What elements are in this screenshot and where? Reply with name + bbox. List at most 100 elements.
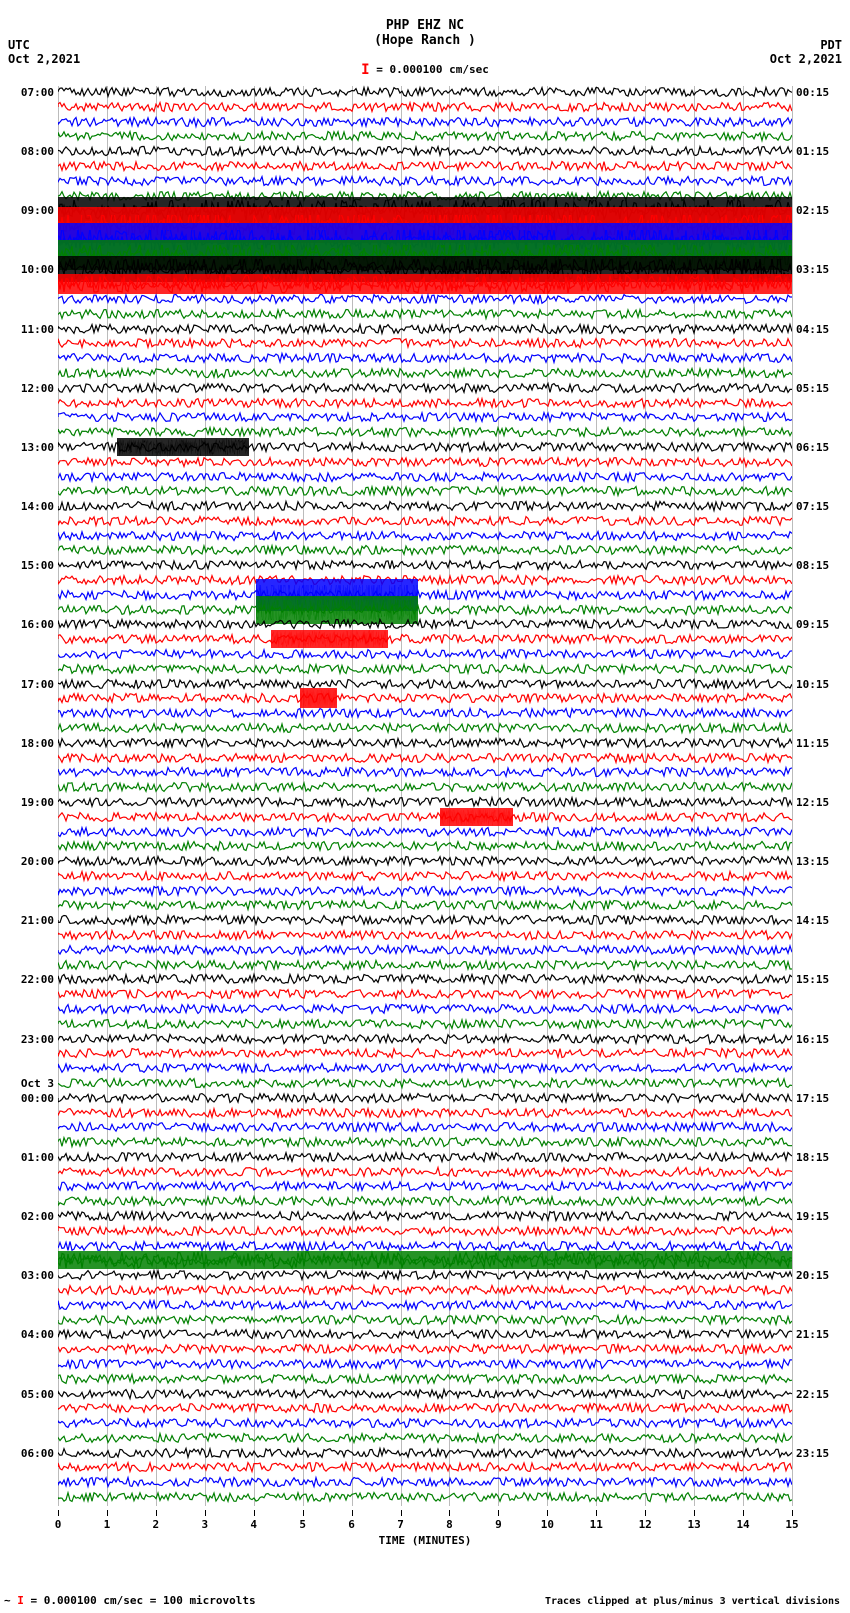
x-tick-label: 3 (201, 1518, 208, 1531)
pdt-time-label: 12:15 (796, 796, 840, 809)
x-axis-label: TIME (MINUTES) (58, 1534, 792, 1547)
x-tick (547, 1510, 548, 1516)
scale-text: = 0.000100 cm/sec (370, 63, 489, 76)
x-tick (498, 1510, 499, 1516)
utc-time-label: 01:00 (10, 1151, 54, 1164)
pdt-time-label: 23:15 (796, 1447, 840, 1460)
utc-time-label: 20:00 (10, 855, 54, 868)
pdt-time-label: 08:15 (796, 559, 840, 572)
helicorder-plot: 07:0000:1508:0001:1509:0002:1510:0003:15… (58, 86, 792, 1506)
x-tick-label: 15 (785, 1518, 798, 1531)
x-axis: TIME (MINUTES) 0123456789101112131415 (58, 1510, 792, 1550)
pdt-time-label: 15:15 (796, 973, 840, 986)
pdt-time-label: 07:15 (796, 500, 840, 513)
x-tick (401, 1510, 402, 1516)
pdt-time-label: 20:15 (796, 1269, 840, 1282)
pdt-time-label: 19:15 (796, 1210, 840, 1223)
footer-scale-text: = 0.000100 cm/sec = 100 microvolts (24, 1594, 256, 1607)
utc-time-label: 14:00 (10, 500, 54, 513)
utc-time-label: 10:00 (10, 263, 54, 276)
utc-time-label: 07:00 (10, 86, 54, 99)
x-tick (254, 1510, 255, 1516)
utc-time-label: 12:00 (10, 382, 54, 395)
station-id: PHP EHZ NC (0, 18, 850, 33)
utc-time-label: 16:00 (10, 618, 54, 631)
pdt-time-label: 05:15 (796, 382, 840, 395)
pdt-time-label: 00:15 (796, 86, 840, 99)
x-tick (107, 1510, 108, 1516)
tz-left-label: UTC (8, 38, 80, 52)
x-tick (205, 1510, 206, 1516)
utc-time-label: 17:00 (10, 678, 54, 691)
x-tick (449, 1510, 450, 1516)
utc-time-label: 05:00 (10, 1388, 54, 1401)
x-tick-label: 5 (299, 1518, 306, 1531)
header: PHP EHZ NC (Hope Ranch ) (0, 18, 850, 48)
tz-right-label: PDT (770, 38, 842, 52)
x-tick (596, 1510, 597, 1516)
pdt-time-label: 13:15 (796, 855, 840, 868)
footer-clip-note: Traces clipped at plus/minus 3 vertical … (545, 1596, 840, 1607)
utc-time-label: 23:00 (10, 1033, 54, 1046)
utc-time-label: 08:00 (10, 145, 54, 158)
x-tick (694, 1510, 695, 1516)
pdt-time-label: 14:15 (796, 914, 840, 927)
vgrid-line (792, 86, 793, 1506)
x-tick-label: 12 (639, 1518, 652, 1531)
pdt-time-label: 10:15 (796, 678, 840, 691)
x-tick (645, 1510, 646, 1516)
utc-time-label: 09:00 (10, 204, 54, 217)
x-tick-label: 7 (397, 1518, 404, 1531)
utc-time-label: 00:00 (10, 1092, 54, 1105)
utc-time-label: 15:00 (10, 559, 54, 572)
pdt-time-label: 11:15 (796, 737, 840, 750)
utc-time-label: 11:00 (10, 323, 54, 336)
pdt-time-label: 04:15 (796, 323, 840, 336)
x-tick (58, 1510, 59, 1516)
utc-time-label: 22:00 (10, 973, 54, 986)
pdt-time-label: 18:15 (796, 1151, 840, 1164)
pdt-time-label: 06:15 (796, 441, 840, 454)
footer-marker: ~ (4, 1594, 11, 1607)
pdt-time-label: 09:15 (796, 618, 840, 631)
utc-time-label: 04:00 (10, 1328, 54, 1341)
pdt-time-label: 21:15 (796, 1328, 840, 1341)
x-tick-label: 9 (495, 1518, 502, 1531)
x-tick-label: 11 (590, 1518, 603, 1531)
scale-indicator: I = 0.000100 cm/sec (0, 62, 850, 78)
x-tick-label: 0 (55, 1518, 62, 1531)
pdt-time-label: 16:15 (796, 1033, 840, 1046)
scale-bar-icon: I (361, 62, 369, 78)
tz-left: UTC Oct 2,2021 (8, 38, 80, 66)
x-tick-label: 4 (250, 1518, 257, 1531)
utc-time-label: 21:00 (10, 914, 54, 927)
tz-left-date: Oct 2,2021 (8, 52, 80, 66)
pdt-time-label: 03:15 (796, 263, 840, 276)
x-tick (303, 1510, 304, 1516)
tz-right: PDT Oct 2,2021 (770, 38, 842, 66)
x-tick-label: 2 (153, 1518, 160, 1531)
utc-time-label: Oct 3 (10, 1077, 54, 1090)
x-tick-label: 1 (104, 1518, 111, 1531)
pdt-time-label: 01:15 (796, 145, 840, 158)
utc-time-label: 06:00 (10, 1447, 54, 1460)
pdt-time-label: 17:15 (796, 1092, 840, 1105)
utc-time-label: 18:00 (10, 737, 54, 750)
x-tick (352, 1510, 353, 1516)
station-location: (Hope Ranch ) (0, 33, 850, 48)
x-tick (792, 1510, 793, 1516)
footer-scale-bar-icon: I (17, 1594, 24, 1607)
x-tick-label: 6 (348, 1518, 355, 1531)
x-tick-label: 8 (446, 1518, 453, 1531)
pdt-time-label: 02:15 (796, 204, 840, 217)
utc-time-label: 19:00 (10, 796, 54, 809)
x-tick-label: 14 (736, 1518, 749, 1531)
x-tick (156, 1510, 157, 1516)
seismogram-container: PHP EHZ NC (Hope Ranch ) I = 0.000100 cm… (0, 0, 850, 1613)
utc-time-label: 02:00 (10, 1210, 54, 1223)
x-tick-label: 10 (541, 1518, 554, 1531)
utc-time-label: 03:00 (10, 1269, 54, 1282)
x-tick (743, 1510, 744, 1516)
tz-right-date: Oct 2,2021 (770, 52, 842, 66)
x-tick-label: 13 (688, 1518, 701, 1531)
